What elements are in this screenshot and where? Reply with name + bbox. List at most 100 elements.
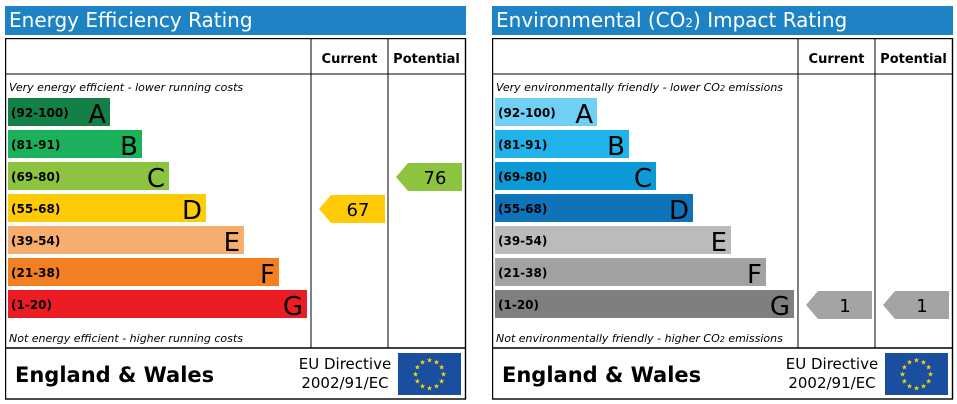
- band-letter-f: F: [747, 260, 762, 290]
- eu-star-icon: ★: [438, 378, 444, 386]
- band-letter-d: D: [182, 196, 202, 226]
- directive-line1: EU Directive: [786, 355, 878, 373]
- eu-star-icon: ★: [913, 357, 919, 365]
- eu-star-icon: ★: [438, 364, 444, 372]
- band-letter-d: D: [669, 196, 689, 226]
- band-bar-a: [8, 98, 110, 126]
- current-rating-value: 67: [347, 200, 370, 221]
- band-range-b: (81-91): [11, 138, 60, 152]
- band-letter-g: G: [283, 292, 303, 322]
- band-letter-a: A: [575, 100, 593, 130]
- eu-star-icon: ★: [920, 358, 926, 366]
- band-letter-e: E: [224, 228, 240, 258]
- band-bar-b: [8, 130, 142, 158]
- bottom-note-text: Not energy efficient - higher running co…: [9, 332, 243, 345]
- top-note: Very energy efficient - lower running co…: [9, 81, 243, 94]
- band-range-g: (1-20): [11, 298, 52, 312]
- band-letter-b: B: [120, 132, 138, 162]
- band-bar-f: [495, 258, 766, 286]
- band-letter-a: A: [88, 100, 106, 130]
- eu-star-icon: ★: [412, 371, 418, 379]
- eu-star-icon: ★: [414, 364, 420, 372]
- band-bar-g: [495, 290, 794, 318]
- current-rating-value: 1: [839, 296, 850, 317]
- bottom-note: Not environmentally friendly - higher CO…: [496, 332, 783, 345]
- eu-star-icon: ★: [426, 357, 432, 365]
- top-note-text: Very energy efficient - lower running co…: [9, 81, 243, 94]
- band-letter-c: C: [147, 164, 165, 194]
- potential-rating-value: 76: [424, 168, 447, 189]
- eu-star-icon: ★: [419, 383, 425, 391]
- potential-header: Potential: [880, 52, 947, 67]
- eu-star-icon: ★: [925, 364, 931, 372]
- band-range-f: (21-38): [11, 266, 60, 280]
- eu-star-icon: ★: [433, 383, 439, 391]
- current-rating-arrow: [806, 291, 872, 319]
- eu-star-icon: ★: [426, 385, 432, 393]
- band-range-b: (81-91): [498, 138, 547, 152]
- eu-star-icon: ★: [901, 378, 907, 386]
- potential-rating-arrow: [883, 291, 949, 319]
- band-bar-e: [495, 226, 731, 254]
- region-label: England & Wales: [502, 363, 701, 387]
- eu-star-icon: ★: [906, 358, 912, 366]
- band-range-c: (69-80): [11, 170, 60, 184]
- directive-line2: 2002/91/EC: [301, 374, 388, 392]
- band-bar-c: [495, 162, 656, 190]
- band-range-a: (92-100): [11, 106, 69, 120]
- eu-star-icon: ★: [913, 385, 919, 393]
- potential-rating-arrow: [396, 163, 462, 191]
- bottom-note-sub: 2: [720, 335, 725, 344]
- directive-line1: EU Directive: [299, 355, 391, 373]
- environmental-title-prefix: Environmental (CO: [496, 8, 686, 32]
- potential-header: Potential: [393, 52, 460, 67]
- environmental-title-suffix: ) Impact Rating: [693, 8, 848, 32]
- band-letter-g: G: [770, 292, 790, 322]
- band-letter-b: B: [607, 132, 625, 162]
- environmental-impact-title: Environmental (CO2) Impact Rating: [492, 6, 953, 35]
- band-bar-f: [8, 258, 279, 286]
- bottom-note-text: Not environmentally friendly - higher CO: [496, 332, 720, 345]
- bottom-note-end: emissions: [725, 332, 783, 345]
- bottom-note: Not energy efficient - higher running co…: [9, 332, 243, 345]
- current-header: Current: [809, 52, 865, 67]
- band-range-d: (55-68): [11, 202, 60, 216]
- eu-star-icon: ★: [920, 383, 926, 391]
- top-note-end: emissions: [725, 81, 783, 94]
- band-letter-e: E: [711, 228, 727, 258]
- band-range-d: (55-68): [498, 202, 547, 216]
- eu-star-icon: ★: [899, 371, 905, 379]
- band-letter-f: F: [260, 260, 275, 290]
- energy-efficiency-title: Energy Efficiency Rating: [5, 6, 466, 35]
- band-bar-a: [495, 98, 597, 126]
- environmental-title-sub: 2: [685, 16, 694, 30]
- potential-rating-value: 1: [916, 296, 927, 317]
- energy-efficiency-chart: Current Potential Very energy efficient - …: [5, 38, 467, 400]
- band-bar-g: [8, 290, 307, 318]
- environmental-impact-panel: Environmental (CO2) Impact Rating Curren…: [492, 6, 954, 400]
- eu-star-icon: ★: [433, 358, 439, 366]
- top-note: Very environmentally friendly - lower CO…: [496, 81, 783, 94]
- region-label: England & Wales: [15, 363, 214, 387]
- current-header: Current: [322, 52, 378, 67]
- band-range-e: (39-54): [498, 234, 547, 248]
- band-range-a: (92-100): [498, 106, 556, 120]
- band-bar-c: [8, 162, 169, 190]
- band-bar-d: [495, 194, 693, 222]
- band-bar-e: [8, 226, 244, 254]
- top-note-sub: 2: [720, 84, 725, 93]
- band-bar-b: [495, 130, 629, 158]
- eu-star-icon: ★: [927, 371, 933, 379]
- eu-star-icon: ★: [901, 364, 907, 372]
- band-bar-d: [8, 194, 206, 222]
- eu-star-icon: ★: [906, 383, 912, 391]
- top-note-text: Very environmentally friendly - lower CO: [496, 81, 720, 94]
- eu-star-icon: ★: [925, 378, 931, 386]
- energy-efficiency-panel: Energy Efficiency Rating Current Potentia…: [5, 6, 467, 400]
- eu-star-icon: ★: [440, 371, 446, 379]
- eu-flag-icon: [398, 353, 461, 395]
- band-range-c: (69-80): [498, 170, 547, 184]
- band-range-g: (1-20): [498, 298, 539, 312]
- eu-star-icon: ★: [419, 358, 425, 366]
- current-rating-arrow: [319, 195, 385, 223]
